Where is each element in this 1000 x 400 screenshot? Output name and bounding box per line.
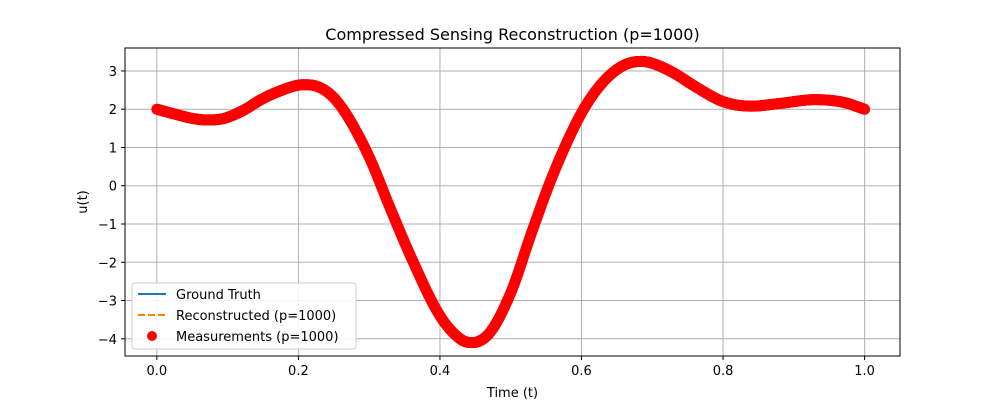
legend-label-ground-truth: Ground Truth bbox=[176, 288, 261, 303]
x-axis-label: Time (t) bbox=[486, 386, 538, 400]
y-tick-label: 0 bbox=[109, 180, 117, 195]
series-points bbox=[151, 55, 871, 349]
plot-series bbox=[151, 55, 871, 349]
legend-swatch-measurements bbox=[147, 331, 157, 341]
x-tick-label: 0.0 bbox=[147, 364, 168, 379]
x-axis-ticks: 0.0 0.2 0.4 0.6 0.8 1.0 bbox=[147, 356, 875, 379]
y-tick-label: 1 bbox=[109, 141, 117, 156]
measurement-point bbox=[859, 103, 871, 115]
y-tick-label: 2 bbox=[109, 103, 117, 118]
y-tick-label: 3 bbox=[109, 65, 117, 80]
legend: Ground Truth Reconstructed (p=1000) Meas… bbox=[131, 282, 357, 350]
chart-title: Compressed Sensing Reconstruction (p=100… bbox=[325, 25, 699, 44]
y-tick-label: −3 bbox=[98, 295, 117, 310]
legend-label-measurements: Measurements (p=1000) bbox=[176, 330, 339, 345]
y-axis-ticks: −4 −3 −2 −1 0 1 2 3 bbox=[98, 65, 125, 348]
legend-box bbox=[131, 282, 357, 350]
y-tick-label: −4 bbox=[98, 333, 117, 348]
x-tick-label: 0.8 bbox=[713, 364, 734, 379]
y-tick-label: −2 bbox=[98, 256, 117, 271]
y-tick-label: −1 bbox=[98, 218, 117, 233]
x-tick-label: 1.0 bbox=[854, 364, 875, 379]
x-tick-label: 0.4 bbox=[430, 364, 451, 379]
x-tick-label: 0.6 bbox=[571, 364, 592, 379]
x-tick-label: 0.2 bbox=[288, 364, 309, 379]
axes-frame bbox=[124, 47, 901, 357]
legend-label-reconstructed: Reconstructed (p=1000) bbox=[176, 309, 336, 324]
y-axis-label: u(t) bbox=[76, 190, 91, 213]
